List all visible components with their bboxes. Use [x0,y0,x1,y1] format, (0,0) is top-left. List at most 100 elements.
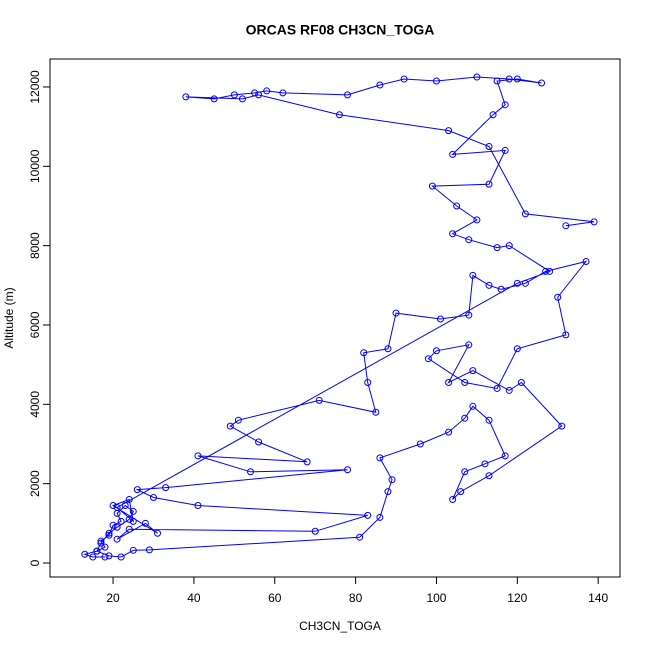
data-point [93,547,101,555]
data-point [210,95,218,103]
y-tick-label: 2000 [28,470,42,497]
data-point [356,533,364,541]
data-point [121,501,129,509]
chart-title: ORCAS RF08 CH3CN_TOGA [246,22,435,38]
data-point [154,529,162,537]
data-point [432,77,440,85]
y-axis-label: Altitude (m) [2,287,16,348]
x-tick-label: 140 [588,591,608,605]
data-point [428,182,436,190]
data-point [538,79,546,87]
data-point [376,81,384,89]
data-point [461,414,469,422]
data-point [376,513,384,521]
data-point [238,95,246,103]
data-point [149,494,157,502]
data-point [113,523,121,531]
data-point [485,472,493,480]
y-tick-label: 12000 [28,70,42,104]
data-point [97,537,105,545]
data-point [89,553,97,561]
data-point [145,546,153,554]
data-point [234,416,242,424]
data-point [469,271,477,279]
data-point [521,279,529,287]
data-point [125,515,133,523]
data-point [449,150,457,158]
data-point [501,146,509,154]
data-point [335,111,343,119]
data-point [445,379,453,387]
x-tick-label: 100 [426,591,446,605]
data-point [517,379,525,387]
data-point [485,180,493,188]
y-tick-label: 6000 [28,311,42,338]
data-point [465,236,473,244]
data-point [182,93,190,101]
data-point [416,440,424,448]
data-point [513,75,521,83]
data-point [465,311,473,319]
y-tick-label: 8000 [28,232,42,259]
data-point [194,452,202,460]
data-point [489,111,497,119]
data-point [493,384,501,392]
data-point [230,91,238,99]
data-point [372,408,380,416]
data-point [449,496,457,504]
data-point [279,89,287,97]
data-point [501,452,509,460]
data-point [473,216,481,224]
data-point [117,517,125,525]
data-point [558,422,566,430]
data-point [562,222,570,230]
x-tick-label: 120 [507,591,527,605]
data-point [125,525,133,533]
data-point [469,402,477,410]
x-tick-label: 80 [349,591,363,605]
data-point [141,519,149,527]
data-point [400,75,408,83]
data-point [133,486,141,494]
data-point [513,345,521,353]
data-point [105,552,113,560]
data-point [105,529,113,537]
data-point [505,75,513,83]
data-point [501,101,509,109]
data-point [461,379,469,387]
data-point [194,501,202,509]
data-point [162,484,170,492]
data-point [493,244,501,252]
data-point [461,468,469,476]
data-point [445,428,453,436]
data-point [81,550,89,558]
x-axis-label: CH3CN_TOGA [299,619,381,633]
data-point [344,91,352,99]
data-point [344,466,352,474]
data-point [129,507,137,515]
data-point [384,345,392,353]
data-point [554,293,562,301]
data-point [590,218,598,226]
data-point [255,438,263,446]
plot-frame [49,58,621,578]
data-point [113,503,121,511]
data-point [364,511,372,519]
data-point [424,355,432,363]
data-point [392,309,400,317]
x-tick-label: 40 [187,591,201,605]
data-point [101,543,109,551]
data-point [445,127,453,135]
data-point [364,379,372,387]
data-point [469,367,477,375]
data-point [125,496,133,504]
data-point [109,501,117,509]
data-line [83,76,595,558]
data-point [384,488,392,496]
data-point [521,210,529,218]
data-point [251,89,259,97]
x-tick-label: 60 [268,591,282,605]
data-point [129,517,137,525]
data-point [437,315,445,323]
data-point [226,422,234,430]
